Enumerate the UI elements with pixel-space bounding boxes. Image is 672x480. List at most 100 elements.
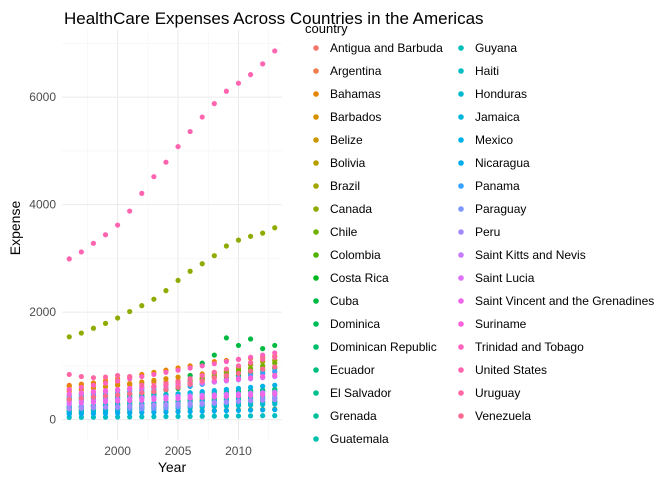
data-point — [127, 403, 133, 409]
data-point — [211, 399, 217, 405]
data-point — [211, 361, 217, 367]
data-point — [187, 400, 193, 407]
legend-item: Uruguay — [458, 386, 520, 400]
data-point — [223, 366, 229, 372]
data-point — [115, 372, 121, 379]
series-honduras — [66, 401, 278, 416]
data-point — [127, 373, 133, 380]
legend-item: Cuba — [313, 294, 359, 308]
data-point — [151, 377, 157, 383]
data-point — [260, 383, 266, 389]
data-point — [175, 144, 181, 150]
legend-key — [313, 390, 319, 396]
chart-title: HealthCare Expenses Across Countries in … — [64, 9, 484, 28]
series-brazil — [66, 357, 278, 402]
legend-key — [313, 367, 319, 373]
legend-item: Dominica — [313, 317, 380, 331]
legend-item: Haiti — [458, 64, 499, 78]
legend-item: Paraguay — [458, 202, 526, 216]
legend-label: Colombia — [330, 248, 381, 262]
data-point — [66, 406, 72, 412]
data-point — [223, 403, 229, 409]
data-point — [90, 405, 97, 411]
legend-label: Saint Lucia — [475, 271, 535, 285]
data-point — [199, 389, 205, 395]
data-point — [115, 315, 121, 321]
y-tick-label: 4000 — [29, 198, 56, 212]
data-point — [127, 391, 133, 397]
data-point — [66, 391, 72, 397]
data-point — [247, 384, 254, 390]
legend-title: country — [305, 21, 348, 36]
data-point — [175, 409, 181, 415]
legend-label: Costa Rica — [330, 271, 389, 285]
data-point — [247, 407, 254, 413]
data-point — [223, 335, 229, 341]
data-point — [78, 411, 84, 417]
data-point — [151, 296, 157, 302]
data-point — [235, 407, 242, 414]
data-point — [247, 375, 254, 381]
legend-label: Grenada — [330, 409, 377, 423]
legend-item: United States — [458, 363, 547, 377]
legend-item: Guyana — [458, 41, 517, 55]
legend-label: Guatemala — [330, 432, 389, 446]
legend-label: Uruguay — [475, 386, 520, 400]
x-axis-title: Year — [158, 459, 187, 475]
data-point — [151, 414, 157, 420]
data-point — [115, 386, 121, 393]
series-venezuela — [66, 364, 278, 402]
series-saint-kitts-and-nevis — [66, 373, 278, 398]
data-point — [163, 413, 169, 420]
data-point — [247, 360, 254, 366]
data-point — [163, 386, 169, 393]
data-point — [163, 369, 169, 375]
y-axis-title: Expense — [7, 201, 23, 256]
series-jamaica — [66, 396, 278, 411]
data-point — [90, 399, 97, 405]
series-haiti — [66, 413, 278, 421]
data-point — [199, 261, 205, 267]
data-point — [139, 373, 145, 380]
legend-key — [313, 344, 319, 350]
data-point — [211, 408, 217, 414]
data-point — [211, 387, 217, 394]
data-point — [187, 381, 193, 387]
legend-label: Bolivia — [330, 156, 366, 170]
data-point — [175, 367, 181, 373]
legend-key — [458, 321, 464, 327]
data-point — [247, 368, 254, 374]
data-point — [102, 414, 109, 420]
data-point — [272, 364, 278, 370]
legend-key — [313, 252, 319, 258]
legend-item: Canada — [313, 202, 372, 216]
legend-item: Jamaica — [458, 110, 520, 124]
data-point — [199, 413, 205, 419]
series-uruguay — [66, 354, 278, 389]
legend-item: Saint Kitts and Nevis — [458, 248, 586, 262]
legend-label: Mexico — [475, 133, 513, 147]
data-point — [102, 320, 109, 326]
series-el-salvador — [66, 394, 278, 410]
legend-key — [458, 367, 464, 373]
data-point — [211, 413, 217, 419]
legend-label: Chile — [330, 225, 358, 239]
series-colombia — [66, 390, 278, 410]
legend-key — [458, 114, 464, 120]
data-point — [187, 376, 193, 382]
legend-item: Panama — [458, 179, 520, 193]
series-cuba — [66, 335, 278, 412]
data-point — [102, 374, 109, 380]
data-point — [260, 397, 266, 403]
data-point — [102, 387, 109, 394]
data-point — [260, 346, 266, 352]
data-point — [260, 392, 266, 398]
data-points — [66, 48, 278, 421]
data-point — [90, 394, 97, 400]
data-point — [127, 385, 133, 392]
data-point — [235, 370, 242, 376]
data-point — [115, 414, 121, 420]
data-point — [163, 159, 169, 165]
data-point — [163, 288, 169, 294]
data-point — [187, 268, 193, 274]
